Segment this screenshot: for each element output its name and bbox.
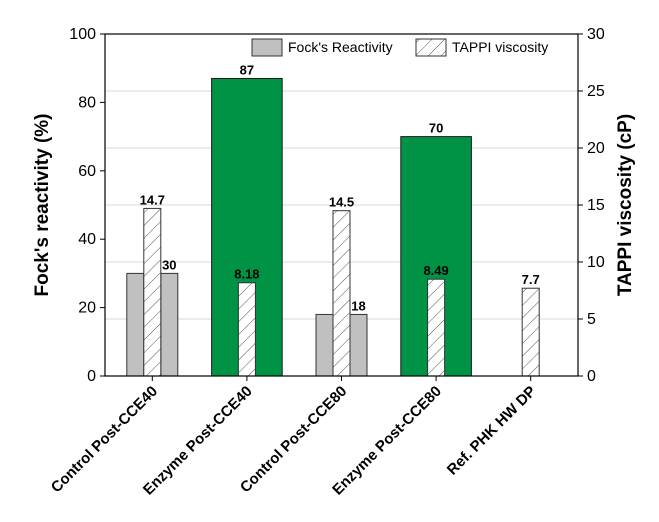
fock-bar (315, 313, 334, 377)
viscosity-bar (521, 287, 540, 377)
viscosity-bar (237, 282, 256, 377)
fock-bar (349, 313, 368, 377)
category-label: Enzyme Post-CCE80 (329, 383, 445, 499)
legend: Fock's Reactivity TAPPI viscosity (251, 38, 548, 57)
y2-tick-label: 10 (587, 254, 605, 271)
y2-tick-label: 20 (587, 140, 605, 157)
viscosity-value-label: 8.18 (234, 267, 259, 282)
y2-tick-label: 25 (587, 83, 605, 100)
legend-label-viscosity: TAPPI viscosity (452, 39, 548, 55)
viscosity-bar (143, 207, 162, 377)
y-tick-label: 80 (78, 94, 96, 111)
y-tick-label: 100 (69, 26, 96, 43)
fock-value-label: 70 (429, 121, 443, 136)
viscosity-value-label: 14.5 (329, 195, 354, 210)
y2-tick-label: 15 (587, 197, 605, 214)
fock-value-label: 87 (240, 62, 254, 77)
y-tick-label: 0 (87, 368, 96, 385)
viscosity-value-label: 14.7 (140, 192, 165, 207)
y2-tick-label: 30 (587, 26, 605, 43)
legend-label-fock: Fock's Reactivity (288, 39, 393, 55)
y-axis-title: Fock's reactivity (%) (32, 114, 53, 297)
category-label: Control Post-CCE40 (48, 383, 161, 496)
y-tick-label: 40 (78, 231, 96, 248)
viscosity-value-label: 8.49 (423, 263, 448, 278)
y-tick-label: 20 (78, 300, 96, 317)
y-tick-label: 60 (78, 163, 96, 180)
category-label: Ref. PHK HW DP (444, 383, 540, 479)
y2-axis-title: TAPPI viscosity (cP) (615, 114, 636, 296)
legend-swatch-viscosity (415, 38, 447, 57)
fock-value-label: 30 (162, 257, 176, 272)
fock-bar (160, 272, 179, 377)
category-label: Enzyme Post-CCE40 (140, 383, 256, 499)
viscosity-bar (332, 210, 351, 377)
fock-value-label: 18 (351, 298, 365, 313)
viscosity-bar (427, 278, 446, 377)
fock-bar (126, 272, 145, 377)
viscosity-value-label: 7.7 (522, 272, 540, 287)
y2-tick-label: 5 (587, 311, 596, 328)
y2-tick-label: 0 (587, 368, 596, 385)
category-label: Control Post-CCE80 (237, 383, 350, 496)
legend-swatch-fock (251, 38, 283, 57)
